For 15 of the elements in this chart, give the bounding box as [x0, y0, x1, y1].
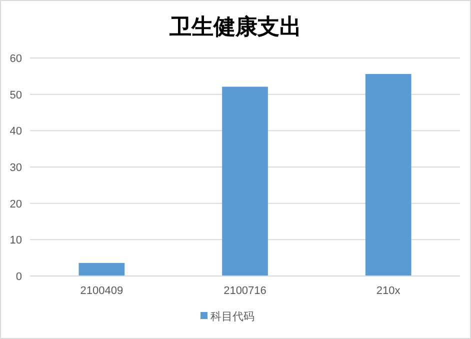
y-tick-label: 10	[10, 234, 22, 247]
bar	[222, 86, 268, 276]
x-tick-label: 210x	[376, 285, 401, 297]
y-tick-label: 20	[10, 198, 22, 210]
bar	[78, 262, 125, 276]
x-tick-label: 2100409	[80, 285, 124, 297]
y-tick-label: 30	[10, 162, 22, 174]
x-tick-label: 2100716	[224, 285, 266, 297]
y-tick-label: 60	[10, 53, 22, 65]
y-tick-label: 50	[10, 89, 22, 102]
bar	[365, 74, 412, 276]
chart-title: 卫生健康支出	[168, 14, 302, 40]
y-tick-label: 40	[10, 126, 22, 138]
y-tick-label: 0	[16, 271, 22, 283]
legend-label: 科目代码	[210, 311, 254, 323]
